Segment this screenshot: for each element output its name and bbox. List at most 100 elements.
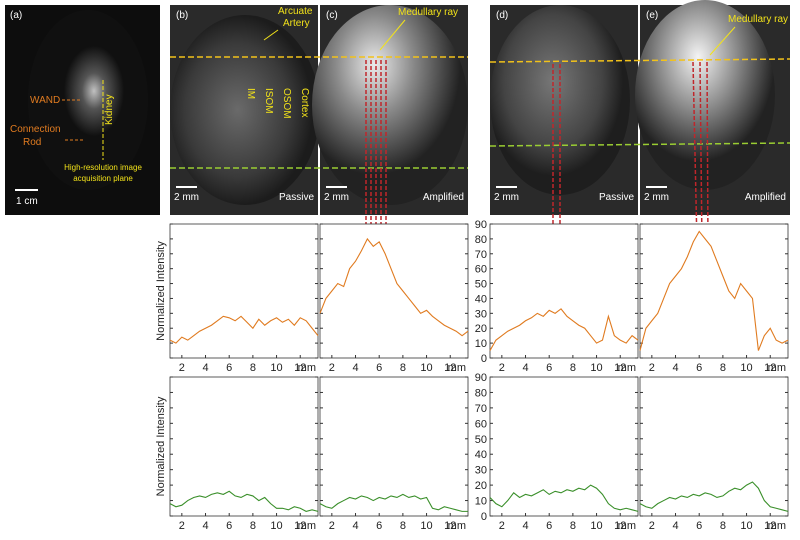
y-tick-label: 70 xyxy=(475,403,487,415)
scale-label: 1 cm xyxy=(16,196,38,207)
x-tick-label: 12 xyxy=(294,520,306,532)
annotation: Rod xyxy=(23,137,41,148)
x-tick-label: 2 xyxy=(499,362,505,374)
annotation: Medullary ray xyxy=(398,7,458,18)
scale-label: 2 mm xyxy=(324,192,349,203)
plot-frame xyxy=(319,376,469,517)
y-tick-label: 30 xyxy=(475,308,487,320)
x-tick-label: 4 xyxy=(522,520,528,532)
plot-frame xyxy=(639,223,789,359)
x-tick-label: 10 xyxy=(420,362,432,374)
y-tick-label: 0 xyxy=(481,511,487,523)
plot-frame xyxy=(639,376,789,517)
x-tick-label: 2 xyxy=(499,520,505,532)
x-tick-label: 10 xyxy=(270,362,282,374)
plot-frame xyxy=(489,376,639,517)
series-line xyxy=(169,315,319,344)
annotation: Arcuate xyxy=(278,6,313,17)
x-tick-label: 8 xyxy=(250,362,256,374)
x-tick-label: 10 xyxy=(270,520,282,532)
x-axis-label: mm xyxy=(618,362,636,374)
y-tick-label: 80 xyxy=(475,234,487,246)
x-tick-label: 2 xyxy=(179,362,185,374)
x-tick-label: 12 xyxy=(764,362,776,374)
scale-label: 2 mm xyxy=(494,192,519,203)
x-tick-label: 4 xyxy=(672,362,678,374)
y-axis-label: Normalized Intensity xyxy=(155,241,167,341)
y-tick-label: 30 xyxy=(475,465,487,477)
x-tick-label: 8 xyxy=(720,362,726,374)
connector xyxy=(692,61,698,246)
x-tick-label: 2 xyxy=(329,362,335,374)
mode-label: Amplified xyxy=(423,192,464,203)
x-axis-label: mm xyxy=(298,362,316,374)
x-tick-label: 12 xyxy=(294,362,306,374)
y-tick-label: 50 xyxy=(475,279,487,291)
x-tick-label: 8 xyxy=(400,362,406,374)
x-tick-label: 6 xyxy=(546,520,552,532)
annotation: WAND xyxy=(30,95,60,106)
image-c-kidney xyxy=(312,5,468,205)
y-tick-label: 40 xyxy=(475,293,487,305)
plot-frame xyxy=(489,223,639,359)
y-tick-label: 20 xyxy=(475,323,487,335)
x-tick-label: 6 xyxy=(376,520,382,532)
connector xyxy=(706,61,709,246)
x-tick-label: 4 xyxy=(522,362,528,374)
y-tick-label: 10 xyxy=(475,338,487,350)
arrow xyxy=(709,26,736,56)
x-tick-label: 12 xyxy=(614,362,626,374)
series-line xyxy=(489,308,639,351)
series-line xyxy=(639,481,789,512)
plot-frame xyxy=(319,223,469,359)
scale-label: 2 mm xyxy=(174,192,199,203)
x-tick-label: 10 xyxy=(420,520,432,532)
zone-label: ISOM xyxy=(263,88,274,114)
y-tick-label: 0 xyxy=(481,353,487,365)
plot-frame xyxy=(169,223,319,359)
x-axis-label: mm xyxy=(768,362,786,374)
panel-label: (e) xyxy=(646,10,658,21)
x-tick-label: 6 xyxy=(546,362,552,374)
x-tick-label: 8 xyxy=(570,520,576,532)
y-tick-label: 50 xyxy=(475,434,487,446)
series-line xyxy=(319,237,469,337)
zone-label: Cortex xyxy=(299,88,310,117)
y-tick-label: 60 xyxy=(475,418,487,430)
x-tick-label: 12 xyxy=(614,520,626,532)
green-dashed-line xyxy=(489,142,791,147)
x-tick-label: 4 xyxy=(352,362,358,374)
x-tick-label: 8 xyxy=(720,520,726,532)
x-tick-label: 6 xyxy=(226,520,232,532)
x-tick-label: 6 xyxy=(226,362,232,374)
scale-label: 2 mm xyxy=(644,192,669,203)
annotation: Artery xyxy=(283,18,310,29)
x-tick-label: 4 xyxy=(672,520,678,532)
series-line xyxy=(319,493,468,512)
arrow xyxy=(379,19,406,51)
x-tick-label: 12 xyxy=(764,520,776,532)
plot-frame xyxy=(169,376,319,517)
x-tick-label: 8 xyxy=(250,520,256,532)
arrow xyxy=(263,29,279,41)
series-line xyxy=(639,230,789,351)
y-tick-label: 70 xyxy=(475,249,487,261)
y-tick-label: 90 xyxy=(475,219,487,231)
panel-label: (b) xyxy=(176,10,188,21)
x-tick-label: 10 xyxy=(740,520,752,532)
mode-label: Passive xyxy=(279,192,314,203)
y-tick-label: 10 xyxy=(475,496,487,508)
x-tick-label: 2 xyxy=(329,520,335,532)
x-axis-label: mm xyxy=(448,362,466,374)
x-tick-label: 4 xyxy=(202,362,208,374)
x-tick-label: 8 xyxy=(400,520,406,532)
x-tick-label: 8 xyxy=(570,362,576,374)
annotation: Connection xyxy=(10,124,61,135)
x-tick-label: 10 xyxy=(590,362,602,374)
annotation: acquisition plane xyxy=(73,174,133,183)
x-tick-label: 2 xyxy=(179,520,185,532)
y-tick-label: 60 xyxy=(475,264,487,276)
panel-label: (a) xyxy=(10,10,22,21)
